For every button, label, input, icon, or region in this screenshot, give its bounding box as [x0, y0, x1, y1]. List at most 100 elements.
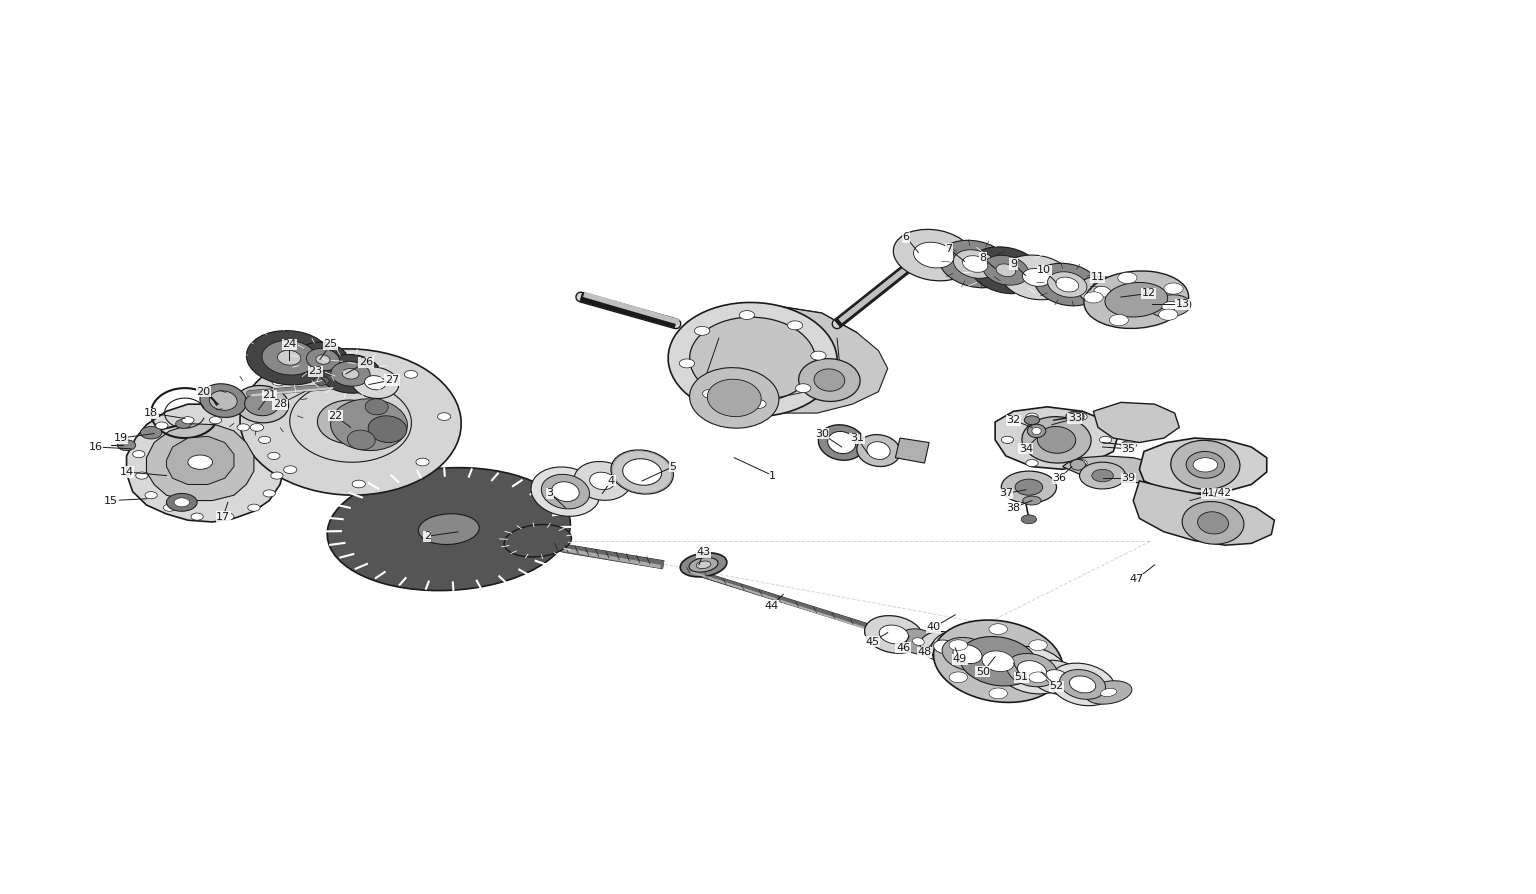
Ellipse shape	[531, 467, 601, 517]
Circle shape	[1029, 640, 1048, 651]
Ellipse shape	[1170, 441, 1240, 489]
Circle shape	[949, 672, 968, 683]
Circle shape	[1029, 672, 1048, 683]
Ellipse shape	[1060, 670, 1106, 699]
Ellipse shape	[418, 514, 479, 544]
Ellipse shape	[952, 645, 982, 663]
Circle shape	[140, 426, 161, 439]
Text: 19: 19	[114, 433, 127, 443]
Text: 32: 32	[1006, 415, 1020, 426]
Ellipse shape	[995, 646, 1068, 694]
Text: 18: 18	[144, 408, 158, 418]
Polygon shape	[895, 438, 929, 463]
Text: 27: 27	[386, 375, 399, 385]
Ellipse shape	[1084, 271, 1189, 328]
Circle shape	[1001, 471, 1057, 503]
Text: 1: 1	[770, 470, 776, 481]
Polygon shape	[1134, 481, 1275, 545]
Ellipse shape	[1055, 277, 1078, 292]
Circle shape	[1066, 411, 1084, 422]
Ellipse shape	[690, 317, 816, 402]
Circle shape	[1121, 441, 1137, 450]
Text: 36: 36	[1052, 473, 1066, 484]
Ellipse shape	[912, 637, 925, 645]
Circle shape	[949, 640, 968, 651]
Circle shape	[1100, 436, 1112, 443]
Ellipse shape	[879, 625, 908, 644]
Ellipse shape	[1031, 661, 1083, 695]
Circle shape	[751, 400, 766, 409]
Circle shape	[190, 513, 203, 520]
Text: 46: 46	[895, 643, 911, 653]
Ellipse shape	[347, 430, 375, 450]
Ellipse shape	[912, 241, 946, 260]
Ellipse shape	[899, 628, 938, 654]
Circle shape	[250, 424, 264, 431]
Ellipse shape	[366, 399, 389, 415]
Ellipse shape	[914, 242, 954, 268]
Text: 30: 30	[814, 428, 829, 439]
Ellipse shape	[934, 640, 955, 654]
Circle shape	[702, 389, 717, 398]
Text: 21: 21	[263, 390, 276, 401]
Ellipse shape	[330, 361, 370, 386]
Ellipse shape	[1149, 295, 1190, 317]
Text: 22: 22	[329, 410, 343, 421]
Ellipse shape	[934, 620, 1063, 703]
Circle shape	[739, 310, 754, 319]
Text: 37: 37	[998, 488, 1012, 499]
Text: 45: 45	[865, 637, 880, 646]
Ellipse shape	[209, 391, 237, 410]
Text: 3: 3	[547, 488, 553, 499]
Text: 34: 34	[1018, 443, 1032, 454]
Ellipse shape	[696, 561, 711, 569]
Circle shape	[135, 472, 147, 479]
Ellipse shape	[343, 368, 359, 379]
Text: 20: 20	[197, 387, 210, 397]
Ellipse shape	[330, 399, 407, 451]
Circle shape	[796, 384, 811, 392]
Ellipse shape	[278, 350, 301, 365]
Ellipse shape	[1161, 301, 1178, 310]
Ellipse shape	[327, 468, 570, 591]
Text: 8: 8	[980, 253, 986, 263]
Text: 48: 48	[917, 647, 932, 657]
Ellipse shape	[969, 247, 1041, 294]
Circle shape	[270, 472, 283, 479]
Ellipse shape	[200, 384, 247, 417]
Circle shape	[267, 452, 280, 460]
Ellipse shape	[1078, 276, 1127, 308]
Ellipse shape	[611, 450, 673, 494]
Ellipse shape	[707, 379, 762, 417]
Ellipse shape	[668, 302, 837, 417]
Ellipse shape	[1021, 417, 1091, 463]
Circle shape	[1075, 413, 1087, 420]
Ellipse shape	[244, 392, 278, 416]
Ellipse shape	[1186, 451, 1224, 478]
Text: 41/42: 41/42	[1201, 488, 1232, 499]
Ellipse shape	[1006, 654, 1057, 687]
Ellipse shape	[1094, 286, 1111, 297]
Ellipse shape	[931, 630, 1005, 678]
Circle shape	[1026, 413, 1038, 420]
Circle shape	[1001, 436, 1014, 443]
Ellipse shape	[296, 342, 349, 377]
Text: 5: 5	[670, 461, 676, 472]
Text: 47: 47	[1129, 574, 1143, 584]
Ellipse shape	[1028, 425, 1046, 438]
Circle shape	[209, 417, 221, 424]
Circle shape	[247, 504, 260, 511]
Circle shape	[313, 376, 329, 385]
Circle shape	[1193, 458, 1218, 472]
Text: 38: 38	[1006, 502, 1020, 512]
Ellipse shape	[1037, 426, 1075, 453]
Ellipse shape	[942, 637, 992, 670]
Circle shape	[155, 422, 167, 429]
Circle shape	[1026, 460, 1038, 467]
Ellipse shape	[680, 552, 727, 577]
Ellipse shape	[369, 416, 407, 443]
Text: 12: 12	[1141, 289, 1155, 299]
Circle shape	[336, 356, 349, 364]
Ellipse shape	[1032, 427, 1041, 434]
Ellipse shape	[1183, 502, 1244, 544]
